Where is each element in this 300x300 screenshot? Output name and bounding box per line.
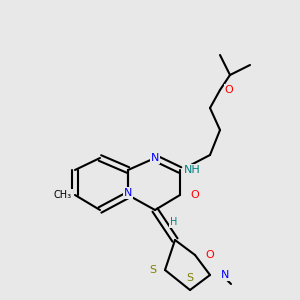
Text: CH₃: CH₃ — [54, 190, 72, 200]
Text: N: N — [221, 270, 229, 280]
Text: NH: NH — [184, 165, 200, 175]
Text: S: S — [149, 265, 157, 275]
Text: H: H — [170, 217, 178, 227]
Text: O: O — [206, 250, 214, 260]
Text: O: O — [190, 190, 200, 200]
Text: N: N — [124, 188, 132, 198]
Text: O: O — [225, 85, 233, 95]
Text: S: S — [186, 273, 194, 283]
Text: N: N — [151, 153, 159, 163]
